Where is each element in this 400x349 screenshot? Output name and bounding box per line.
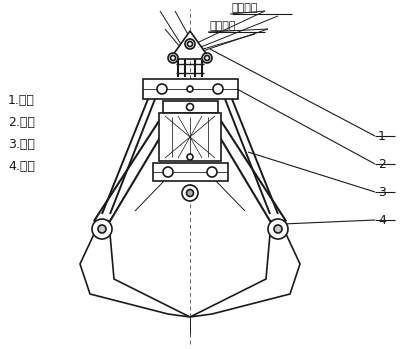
Circle shape: [157, 84, 167, 94]
Circle shape: [92, 219, 112, 239]
Circle shape: [170, 55, 176, 60]
Polygon shape: [190, 234, 300, 317]
Circle shape: [213, 84, 223, 94]
Circle shape: [187, 154, 193, 160]
Text: 3: 3: [378, 186, 386, 199]
Circle shape: [202, 53, 212, 63]
Polygon shape: [80, 234, 190, 317]
Circle shape: [274, 225, 282, 233]
Text: 3.拉杆: 3.拉杆: [8, 138, 35, 151]
Circle shape: [98, 225, 106, 233]
Circle shape: [268, 219, 288, 239]
Circle shape: [188, 42, 192, 46]
Bar: [143, 79, 238, 99]
Circle shape: [207, 167, 217, 177]
Text: 1.头部: 1.头部: [8, 94, 35, 107]
Text: 2.横梁: 2.横梁: [8, 116, 35, 129]
Circle shape: [182, 185, 198, 201]
Text: 1: 1: [378, 129, 386, 142]
Text: 4: 4: [378, 214, 386, 227]
Text: 支持钔丝: 支持钔丝: [232, 3, 258, 13]
Bar: [159, 113, 221, 161]
Circle shape: [186, 104, 194, 111]
Circle shape: [186, 190, 194, 196]
Polygon shape: [94, 104, 180, 221]
Circle shape: [163, 167, 173, 177]
Polygon shape: [200, 104, 286, 221]
Bar: [153, 163, 228, 181]
Circle shape: [187, 86, 193, 92]
Text: 4.斗部: 4.斗部: [8, 160, 35, 173]
Bar: [163, 101, 218, 113]
Circle shape: [204, 55, 210, 60]
Circle shape: [185, 39, 195, 49]
Circle shape: [168, 53, 178, 63]
Text: 开闭钔丝: 开闭钔丝: [210, 21, 236, 31]
Polygon shape: [170, 31, 210, 59]
Text: 2: 2: [378, 157, 386, 171]
